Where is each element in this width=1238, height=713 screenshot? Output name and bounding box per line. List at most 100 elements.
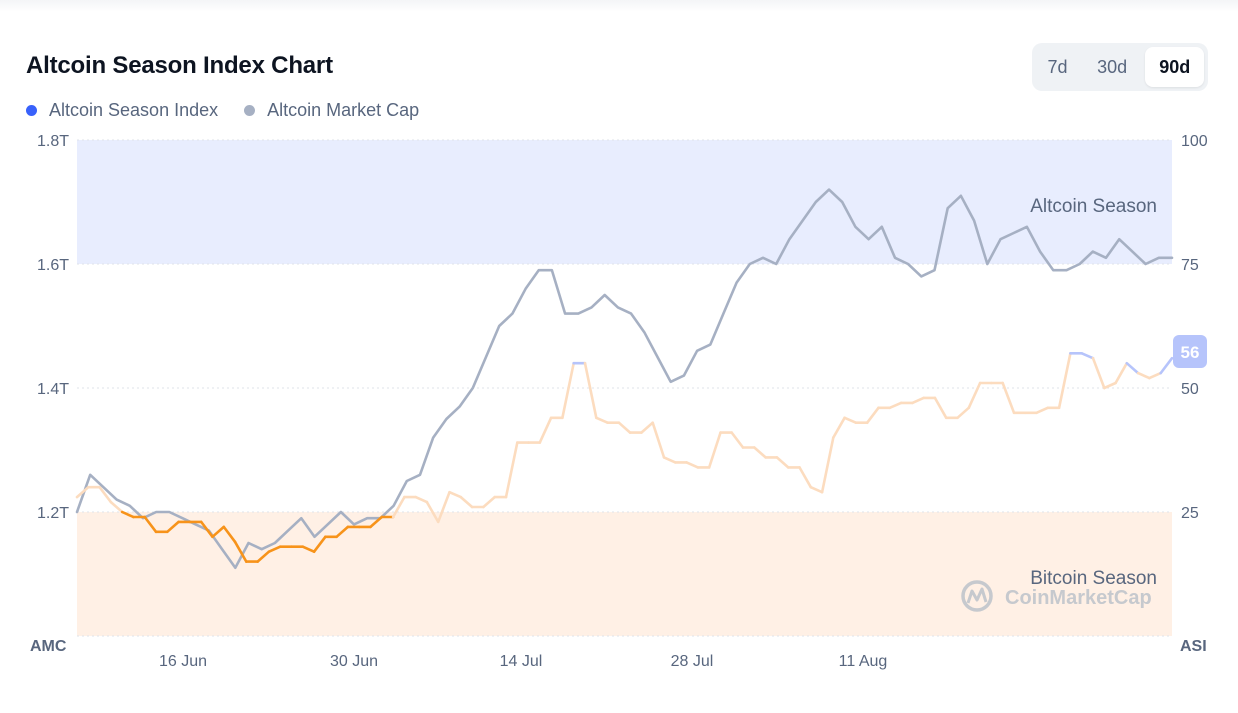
current-index-badge-bg: [1173, 335, 1207, 368]
season-index-segment: [414, 495, 429, 504]
season-index-segment: [391, 495, 406, 519]
left-axis-name: AMC: [30, 638, 67, 655]
season-index-segment: [1125, 361, 1140, 375]
left-axis-tick: 1.8T: [37, 133, 69, 150]
season-index-segment: [267, 545, 282, 554]
x-axis-tick: 11 Aug: [839, 653, 888, 670]
range-button-30d[interactable]: 30d: [1097, 56, 1128, 77]
season-index-segment: [651, 421, 666, 459]
right-axis-name: ASI: [1180, 638, 1207, 655]
season-index-segment: [933, 396, 948, 420]
season-index-segment: [538, 416, 553, 444]
right-axis-tick: 75: [1181, 257, 1199, 274]
right-axis-tick: 50: [1181, 381, 1199, 398]
time-range-selector: 7d 30d 90d: [1032, 43, 1208, 91]
season-index-segment: [211, 525, 226, 539]
legend-item-altcoin-market-cap[interactable]: Altcoin Market Cap: [244, 100, 419, 121]
season-index-segment: [1080, 351, 1095, 360]
market-cap-line-layer: [75, 188, 1174, 570]
season-index-segment: [775, 456, 790, 469]
season-index-segment: [730, 431, 745, 449]
season-index-segment: [617, 421, 632, 434]
x-axis-tick: 16 Jun: [159, 653, 207, 670]
right-axis-tick: 100: [1181, 133, 1208, 150]
left-axis-tick: 1.6T: [37, 257, 69, 274]
season-index-segment: [301, 545, 316, 554]
range-button-7d[interactable]: 7d: [1047, 56, 1068, 77]
season-index-segment: [685, 461, 700, 469]
right-axis-ticks: 25 50 75 100: [1181, 133, 1208, 522]
season-index-segment: [911, 396, 925, 405]
season-index-segment: [256, 550, 271, 563]
logo-ring: [961, 580, 993, 612]
season-index-segment: [956, 406, 971, 420]
season-index-segment: [482, 495, 497, 509]
season-index-segment: [809, 485, 824, 494]
season-index-segment: [1114, 361, 1129, 385]
season-index-segment: [1001, 381, 1016, 415]
left-axis-tick: 1.4T: [37, 381, 69, 398]
season-index-segment: [798, 466, 813, 489]
logo-mark: [966, 587, 988, 604]
right-axis-tick: 25: [1181, 505, 1199, 522]
season-index-segment: [707, 431, 722, 469]
x-axis-tick: 14 Jul: [500, 653, 543, 670]
left-axis-ticks: 1.2T 1.4T 1.6T 1.8T: [37, 133, 69, 522]
season-index-segment: [888, 401, 903, 410]
legend-label-market-cap: Altcoin Market Cap: [267, 100, 420, 120]
season-index-segment: [1035, 406, 1050, 415]
bitcoin-season-zone: [77, 512, 1172, 636]
bitcoin-season-label: Bitcoin Season: [1030, 568, 1157, 589]
legend-dot-index: [26, 105, 37, 116]
season-index-segment: [1057, 351, 1072, 410]
season-index-line-layer: [75, 351, 1174, 563]
season-index-segment: [967, 381, 982, 410]
chart-title: Altcoin Season Index Chart: [26, 52, 333, 79]
season-index-segment: [233, 540, 248, 563]
season-index-segment: [425, 500, 440, 524]
season-index-segment: [312, 535, 327, 554]
season-index-segment: [166, 520, 180, 534]
current-index-badge: 56: [1173, 335, 1207, 368]
top-divider: [0, 0, 1238, 12]
coinmarketcap-watermark: CoinMarketCap: [961, 580, 1152, 612]
season-index-segment: [504, 441, 519, 499]
legend-item-altcoin-season-index[interactable]: Altcoin Season Index: [26, 100, 218, 121]
season-index-segment: [843, 416, 858, 425]
season-index-segment: [436, 490, 451, 524]
range-button-90d[interactable]: 90d: [1145, 47, 1204, 87]
season-index-segment: [459, 495, 474, 509]
season-index-segment: [143, 515, 158, 534]
season-index-segment: [1159, 356, 1174, 375]
season-index-segment: [98, 485, 113, 504]
season-index-segment: [1091, 356, 1106, 390]
season-index-segment: [561, 361, 576, 420]
coinmarketcap-logo-icon: [961, 580, 993, 612]
season-index-segment: [448, 490, 463, 499]
season-index-segment: [831, 416, 846, 439]
season-index-segment: [752, 446, 767, 459]
season-index-segment: [222, 525, 237, 544]
current-index-value: 56: [1181, 343, 1200, 362]
season-index-segment: [583, 361, 598, 420]
season-index-segment: [120, 510, 135, 519]
season-index-segment: [335, 525, 350, 539]
chart-legend: Altcoin Season Index Altcoin Market Cap: [26, 100, 419, 121]
left-axis-tick: 1.2T: [37, 505, 69, 522]
season-index-segment: [662, 456, 677, 464]
market-cap-line: [75, 188, 1174, 570]
season-index-segment: [640, 421, 655, 434]
season-index-segment: [109, 500, 124, 514]
x-axis-tick: 28 Jul: [671, 653, 714, 670]
watermark-text: CoinMarketCap: [1005, 587, 1152, 609]
legend-label-index: Altcoin Season Index: [49, 100, 219, 120]
altcoin-season-label: Altcoin Season: [1030, 196, 1157, 217]
x-axis-tick: 30 Jun: [330, 653, 378, 670]
season-index-segment: [594, 416, 609, 425]
season-index-segment: [865, 406, 880, 425]
altcoin-season-zone: [77, 140, 1172, 264]
legend-dot-market-cap: [244, 105, 256, 116]
season-index-segment: [199, 520, 214, 539]
season-index-segment: [1103, 381, 1117, 390]
